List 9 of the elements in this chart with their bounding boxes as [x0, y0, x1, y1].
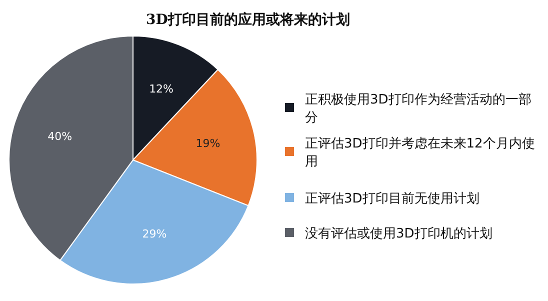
legend-label: 正评估3D打印目前无使用计划 [305, 192, 480, 207]
data-label: 19% [196, 137, 220, 150]
data-label: 40% [48, 130, 72, 144]
legend-label: 正积极使用3D打印作为经营活动的一部分 [305, 92, 532, 126]
data-label: 29% [142, 228, 167, 241]
chart-title: 3D打印目前的应用或将来的计划 [146, 11, 350, 28]
legend-label: 没有评估或使用3D打印机的计划 [305, 226, 492, 242]
data-label: 12% [149, 82, 174, 96]
legend-label: 正评估3D打印并考虑在未来12个月内使用 [305, 136, 535, 170]
